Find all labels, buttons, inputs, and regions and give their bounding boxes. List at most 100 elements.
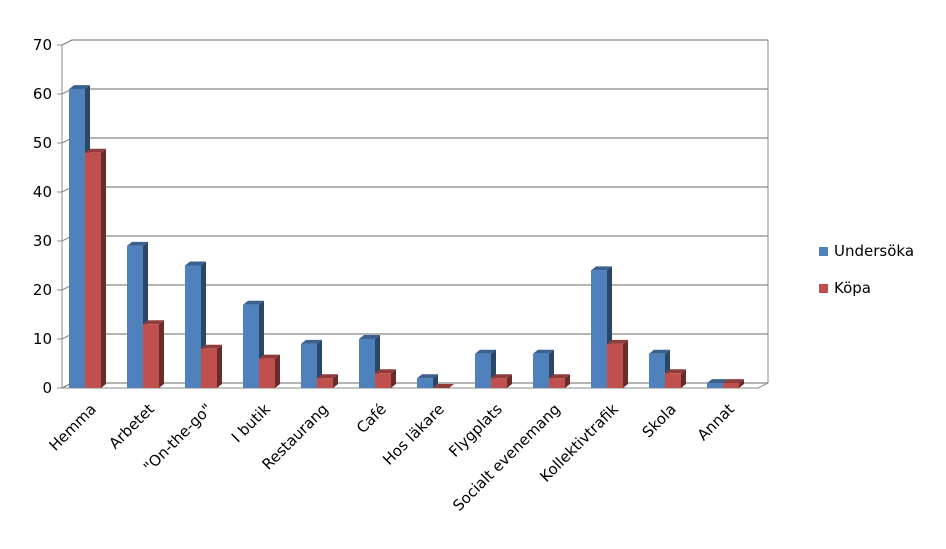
bar-köpa-10	[665, 369, 686, 388]
y-tick-label: 70	[33, 36, 52, 54]
y-tick-label: 60	[33, 85, 52, 103]
bar-front	[649, 353, 665, 388]
bar-top	[475, 349, 496, 354]
bar-front	[185, 265, 201, 388]
bar-top	[649, 349, 670, 354]
x-tick-label: Hemma	[45, 400, 99, 454]
bar-top	[665, 369, 686, 374]
bar-side	[159, 320, 164, 388]
x-axis-labels: Hemma Arbetet"On-the-go" I butikRestaurang…	[45, 400, 737, 515]
bar-köpa-5	[375, 369, 396, 388]
bar-köpa-6	[433, 384, 454, 388]
bar-front	[707, 383, 723, 388]
bar-köpa-4	[317, 374, 338, 388]
bar-front	[375, 373, 391, 388]
bar-köpa-7	[491, 374, 512, 388]
bar-top	[375, 369, 396, 374]
bar-köpa-11	[723, 379, 744, 388]
bar-side	[681, 369, 686, 388]
bar-top	[259, 354, 280, 359]
bar-front	[417, 378, 433, 388]
bar-front	[85, 152, 101, 388]
y-tick-label: 50	[33, 134, 52, 152]
bar-front	[259, 358, 275, 388]
x-tick-label: Flygplats	[445, 400, 506, 461]
bar-front	[127, 245, 143, 388]
chart-walls	[61, 39, 769, 389]
bar-top	[533, 349, 554, 354]
x-tick-label: Socialt evenemang	[449, 400, 564, 515]
bar-front	[201, 348, 217, 388]
bar-undersöka-9	[591, 266, 612, 388]
legend-item-undersöka: Undersöka	[819, 242, 914, 260]
bar-undersöka-7	[475, 349, 496, 388]
bar-front	[549, 378, 565, 388]
bar-front	[723, 383, 739, 388]
bar-top	[549, 374, 570, 379]
back-wall	[72, 40, 768, 383]
bar-top	[491, 374, 512, 379]
bar-top	[301, 339, 322, 344]
bar-side	[333, 374, 338, 388]
bar-front	[475, 353, 491, 388]
bar-köpa-2	[201, 344, 222, 388]
bar-front	[607, 343, 623, 388]
bar-undersöka-6	[417, 374, 438, 388]
bar-köpa-3	[259, 354, 280, 388]
y-tick-label: 0	[42, 379, 52, 397]
legend-item-köpa: Köpa	[819, 279, 871, 297]
x-tick-label: Hos läkare	[379, 400, 448, 469]
bar-top	[143, 320, 164, 325]
bar-köpa-9	[607, 339, 628, 388]
gridline-side	[61, 39, 73, 46]
bar-front	[533, 353, 549, 388]
bar-köpa-8	[549, 374, 570, 388]
bar-front	[301, 343, 317, 388]
x-tick-label: Café	[353, 400, 390, 437]
x-tick-label: Arbetet	[105, 400, 158, 453]
bar-front	[317, 378, 333, 388]
bar-top	[723, 379, 744, 384]
bar-top	[607, 339, 628, 344]
bar-top	[185, 261, 206, 266]
x-tick-label: I butik	[228, 400, 274, 446]
legend-label: Köpa	[834, 279, 871, 297]
bar-side	[623, 339, 628, 388]
bar-front	[143, 324, 159, 388]
bar-side	[565, 374, 570, 388]
bar-top	[433, 384, 454, 388]
bar-köpa-0	[85, 148, 106, 388]
bar-top	[359, 335, 380, 339]
legend-swatch	[819, 284, 828, 293]
bar-side	[101, 148, 106, 388]
bar-top	[707, 379, 728, 384]
bar-front	[491, 378, 507, 388]
bar-top	[85, 148, 106, 153]
y-tick-label: 10	[33, 330, 52, 348]
bar-side	[433, 374, 438, 388]
bar-top	[127, 241, 148, 246]
bar-front	[665, 373, 681, 388]
y-tick-label: 40	[33, 183, 52, 201]
bar-front	[243, 304, 259, 388]
legend: Undersöka Köpa	[819, 242, 914, 297]
bar-top	[243, 300, 264, 305]
bar-front	[359, 339, 375, 388]
bar-side	[391, 369, 396, 388]
y-axis-ticks: 0 10 20 30 40 50 60 70	[33, 36, 52, 397]
bar-top	[591, 266, 612, 271]
bar-side	[507, 374, 512, 388]
legend-label: Undersöka	[834, 242, 914, 260]
bar-köpa-1	[143, 320, 164, 388]
legend-swatch	[819, 247, 828, 256]
bar-top	[317, 374, 338, 379]
y-tick-label: 20	[33, 281, 52, 299]
bar-top	[201, 344, 222, 349]
bar-side	[739, 379, 744, 388]
bars	[69, 85, 744, 388]
x-tick-label: Skola	[639, 400, 680, 441]
x-tick-label: Annat	[694, 400, 738, 444]
bar-top	[417, 374, 438, 379]
bar-top	[69, 85, 90, 90]
